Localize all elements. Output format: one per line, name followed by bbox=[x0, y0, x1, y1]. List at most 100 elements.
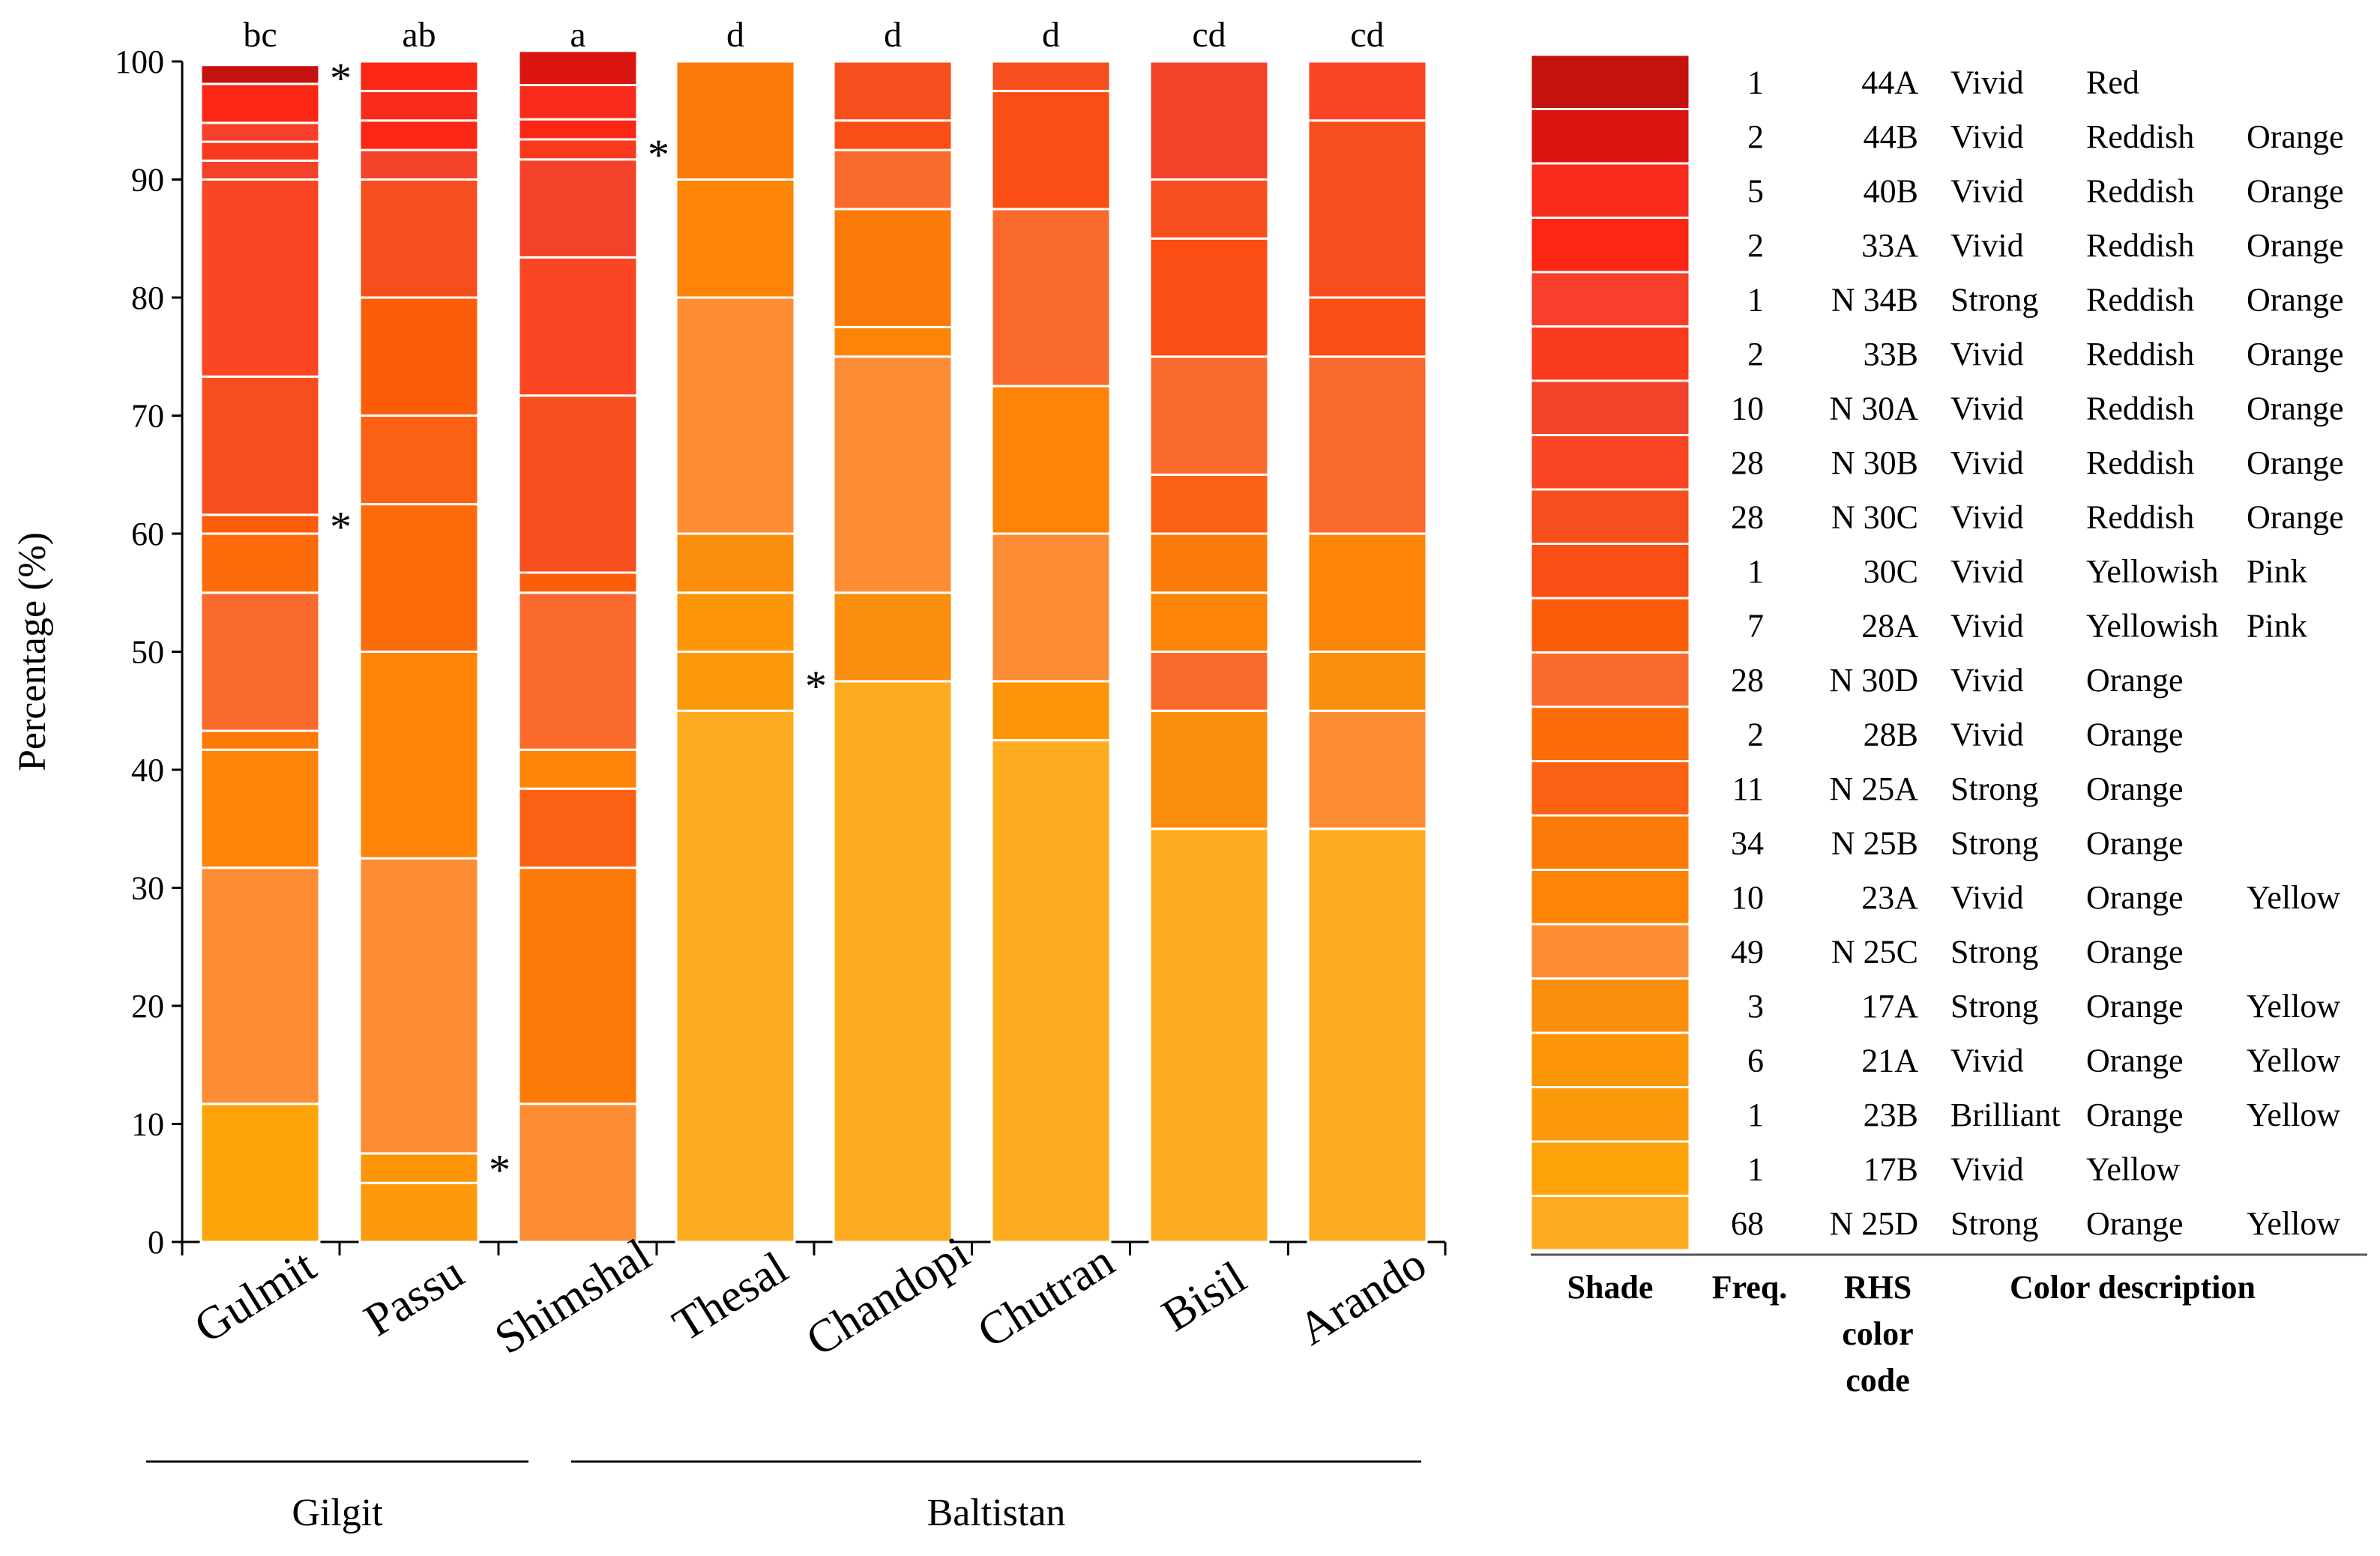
bar-segment bbox=[1307, 651, 1428, 712]
legend-shade-swatch bbox=[1529, 1140, 1691, 1197]
bar-segment bbox=[1307, 827, 1428, 1243]
bar-segment bbox=[199, 64, 321, 85]
bar-segment bbox=[1307, 60, 1428, 122]
bar-segment bbox=[1148, 532, 1270, 594]
legend-desc-hue: Red bbox=[2086, 64, 2139, 100]
bar-segment bbox=[199, 82, 321, 124]
legend-frequency: 5 bbox=[1747, 172, 1764, 209]
legend-frequency: 1 bbox=[1747, 1097, 1764, 1133]
bar-segment bbox=[358, 148, 480, 181]
bar-segment bbox=[832, 148, 953, 211]
bar-segment bbox=[517, 118, 639, 141]
legend-shade-swatch bbox=[1529, 1195, 1691, 1252]
bar-segment bbox=[675, 709, 796, 1243]
group-label-baltistan: Baltistan bbox=[927, 1492, 1066, 1534]
bar-segment bbox=[199, 513, 321, 535]
legend-shade-swatch bbox=[1529, 1031, 1691, 1088]
legend-rhs-code: 28A bbox=[1861, 607, 1918, 644]
category-label-thesal: Thesal bbox=[664, 1242, 796, 1351]
bar-thesal bbox=[675, 60, 796, 1243]
legend-desc-strength: Vivid bbox=[1950, 1042, 2024, 1079]
bar-segment bbox=[832, 119, 953, 151]
legend-shade-swatch bbox=[1529, 923, 1691, 980]
legend-rhs-code: 21A bbox=[1861, 1042, 1918, 1079]
legend-desc-strength: Vivid bbox=[1950, 498, 2024, 535]
legend-rhs-code: 17A bbox=[1861, 988, 1918, 1025]
legend-desc-strength: Vivid bbox=[1950, 444, 2024, 481]
bar-segment bbox=[1307, 709, 1428, 830]
bar-segment bbox=[832, 60, 953, 122]
legend-desc-hue: Orange bbox=[2086, 1042, 2184, 1079]
legend-shade-swatch bbox=[1529, 651, 1691, 708]
y-tick-label: 20 bbox=[131, 988, 164, 1025]
legend-desc-strength: Brilliant bbox=[1950, 1097, 2061, 1133]
legend-rhs-code: 17B bbox=[1864, 1151, 1918, 1187]
legend-frequency: 2 bbox=[1747, 716, 1764, 753]
legend-frequency: 10 bbox=[1731, 390, 1764, 426]
category-label-chutran: Chutran bbox=[969, 1235, 1123, 1358]
legend-desc-hue: Reddish bbox=[2086, 227, 2194, 264]
legend-desc-modifier: Orange bbox=[2247, 118, 2344, 155]
bar-segment bbox=[199, 1103, 321, 1243]
bar-segment bbox=[199, 591, 321, 732]
legend-rhs-code: 23B bbox=[1864, 1097, 1918, 1133]
legend-desc-strength: Vivid bbox=[1950, 1151, 2024, 1187]
legend-desc-strength: Vivid bbox=[1950, 64, 2024, 100]
bar-segment bbox=[990, 739, 1112, 1243]
bar-segment bbox=[1148, 237, 1270, 358]
legend-desc-strength: Strong bbox=[1950, 281, 2038, 318]
legend-desc-hue: Yellowish bbox=[2086, 553, 2218, 590]
legend-desc-hue: Yellow bbox=[2086, 1151, 2180, 1187]
bar-segment bbox=[832, 591, 953, 683]
legend-desc-hue: Reddish bbox=[2086, 172, 2194, 209]
bar-segment bbox=[358, 1181, 480, 1243]
legend-desc-hue: Reddish bbox=[2086, 336, 2194, 373]
bar-chandopi bbox=[832, 60, 953, 1243]
bar-segment bbox=[1148, 60, 1270, 181]
legend-desc-strength: Vivid bbox=[1950, 879, 2024, 916]
significance-letter: d bbox=[1042, 15, 1060, 55]
y-tick-label: 70 bbox=[131, 398, 164, 435]
bar-segment bbox=[1148, 591, 1270, 653]
legend-desc-hue: Yellowish bbox=[2086, 607, 2218, 644]
legend-frequency: 7 bbox=[1747, 607, 1764, 644]
significance-asterisk: * bbox=[330, 54, 352, 103]
bar-segment bbox=[517, 84, 639, 121]
significance-asterisk: * bbox=[805, 662, 827, 711]
legend-frequency: 2 bbox=[1747, 227, 1764, 264]
bar-segment bbox=[517, 1103, 639, 1243]
bar-chutran bbox=[990, 60, 1112, 1243]
legend-desc-hue: Reddish bbox=[2086, 444, 2194, 481]
bar-segment bbox=[990, 60, 1112, 92]
legend-desc-hue: Reddish bbox=[2086, 390, 2194, 426]
bar-segment bbox=[517, 49, 639, 86]
bar-segment bbox=[199, 178, 321, 379]
legend-desc-modifier: Pink bbox=[2247, 553, 2307, 590]
legend-frequency: 68 bbox=[1731, 1205, 1764, 1242]
bar-segment bbox=[517, 866, 639, 1106]
legend-desc-hue: Reddish bbox=[2086, 281, 2194, 318]
legend-desc-strength: Vivid bbox=[1950, 662, 2024, 699]
legend-desc-hue: Orange bbox=[2086, 662, 2184, 699]
legend-desc-hue: Reddish bbox=[2086, 498, 2194, 535]
bar-segment bbox=[832, 355, 953, 594]
bar-segment bbox=[990, 208, 1112, 388]
legend-rhs-code: 44B bbox=[1864, 118, 1918, 155]
y-tick-label: 60 bbox=[131, 516, 164, 552]
bar-segment bbox=[1307, 532, 1428, 653]
legend-frequency: 2 bbox=[1747, 336, 1764, 373]
legend-desc-hue: Orange bbox=[2086, 824, 2184, 861]
bar-segment bbox=[832, 680, 953, 1243]
legend-desc-modifier: Yellow bbox=[2247, 1042, 2340, 1079]
legend-frequency: 28 bbox=[1731, 662, 1764, 699]
bar-arando bbox=[1307, 60, 1428, 1243]
significance-letter: a bbox=[570, 15, 585, 55]
legend-shade-swatch bbox=[1529, 1086, 1691, 1143]
bar-segment bbox=[990, 680, 1112, 742]
bar-segment bbox=[990, 89, 1112, 211]
legend-rhs-code: 33B bbox=[1864, 336, 1918, 373]
legend-frequency: 1 bbox=[1747, 1151, 1764, 1187]
legend-rhs-code: N 25A bbox=[1829, 771, 1918, 807]
color-legend: 1 44A Vivid Red 2 44B Vivid Reddish Orange 5 40B Vi… bbox=[1529, 53, 2344, 1399]
